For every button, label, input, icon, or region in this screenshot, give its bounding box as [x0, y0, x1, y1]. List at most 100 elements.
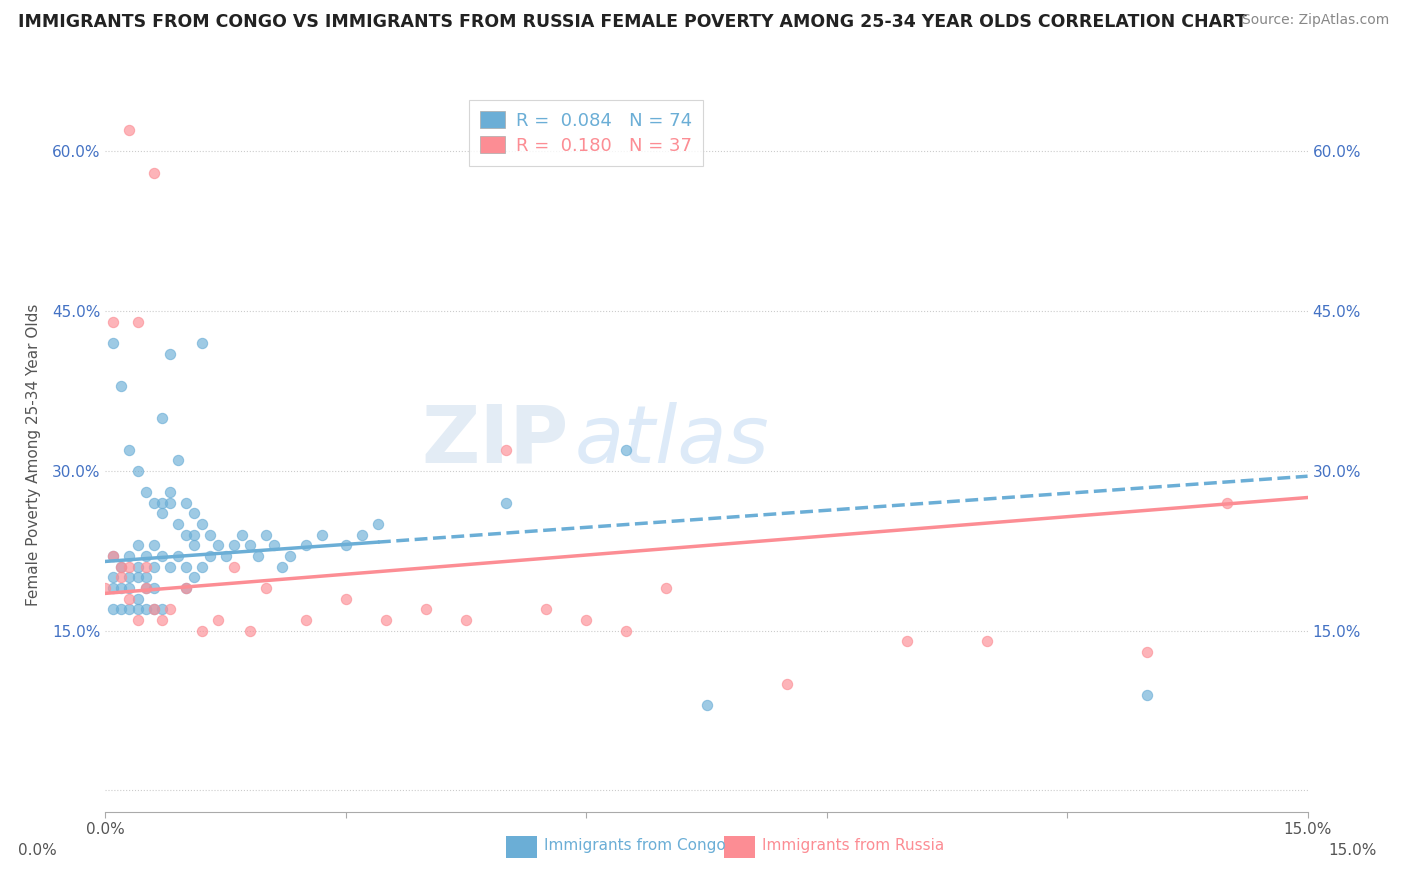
Point	[776, 677, 799, 691]
Point	[159, 347, 181, 361]
Point	[454, 613, 477, 627]
Point	[150, 410, 173, 425]
Point	[183, 570, 205, 584]
Point	[118, 549, 141, 563]
Point	[118, 559, 141, 574]
Point	[150, 496, 173, 510]
Point	[127, 613, 149, 627]
Point	[183, 507, 205, 521]
Point	[103, 315, 125, 329]
Point	[110, 559, 132, 574]
Point	[142, 166, 165, 180]
Point	[575, 613, 598, 627]
Point	[1136, 645, 1159, 659]
Point	[103, 602, 125, 616]
Point	[94, 581, 117, 595]
Point	[142, 538, 165, 552]
Point	[127, 464, 149, 478]
Point	[174, 559, 197, 574]
Point	[142, 581, 165, 595]
Point	[118, 442, 141, 457]
Point	[1216, 496, 1239, 510]
Point	[174, 528, 197, 542]
Point	[534, 602, 557, 616]
Point	[335, 591, 357, 606]
Point	[118, 570, 141, 584]
Text: Immigrants from Russia: Immigrants from Russia	[762, 838, 945, 853]
Point	[103, 549, 125, 563]
Point	[214, 549, 236, 563]
Point	[118, 123, 141, 137]
Text: IMMIGRANTS FROM CONGO VS IMMIGRANTS FROM RUSSIA FEMALE POVERTY AMONG 25-34 YEAR : IMMIGRANTS FROM CONGO VS IMMIGRANTS FROM…	[18, 13, 1247, 31]
Point	[263, 538, 285, 552]
Point	[110, 581, 132, 595]
Point	[183, 528, 205, 542]
Point	[159, 602, 181, 616]
Point	[103, 581, 125, 595]
Point	[103, 336, 125, 351]
Point	[190, 517, 212, 532]
Point	[222, 559, 245, 574]
Text: Immigrants from Congo: Immigrants from Congo	[544, 838, 725, 853]
Text: Source: ZipAtlas.com: Source: ZipAtlas.com	[1241, 13, 1389, 28]
Legend: R =  0.084   N = 74, R =  0.180   N = 37: R = 0.084 N = 74, R = 0.180 N = 37	[470, 100, 703, 166]
Point	[118, 591, 141, 606]
Text: 15.0%: 15.0%	[1329, 843, 1376, 858]
Point	[150, 613, 173, 627]
Point	[295, 538, 318, 552]
Point	[239, 624, 262, 638]
Point	[135, 602, 157, 616]
Point	[254, 528, 277, 542]
Point	[142, 602, 165, 616]
Point	[166, 517, 188, 532]
Point	[495, 496, 517, 510]
Point	[616, 624, 638, 638]
Point	[231, 528, 253, 542]
Point	[174, 496, 197, 510]
Point	[198, 549, 221, 563]
Point	[374, 613, 398, 627]
Point	[150, 507, 173, 521]
Point	[135, 570, 157, 584]
Point	[239, 538, 262, 552]
Point	[110, 559, 132, 574]
Point	[495, 442, 517, 457]
Point	[295, 613, 318, 627]
Point	[135, 559, 157, 574]
Point	[118, 602, 141, 616]
Point	[118, 581, 141, 595]
Point	[270, 559, 292, 574]
Point	[127, 315, 149, 329]
Point	[655, 581, 678, 595]
Point	[127, 602, 149, 616]
Point	[103, 570, 125, 584]
Point	[278, 549, 301, 563]
Point	[159, 485, 181, 500]
Y-axis label: Female Poverty Among 25-34 Year Olds: Female Poverty Among 25-34 Year Olds	[25, 304, 41, 606]
Point	[976, 634, 998, 648]
Point	[135, 485, 157, 500]
Point	[207, 538, 229, 552]
Point	[166, 453, 188, 467]
Text: atlas: atlas	[574, 401, 769, 480]
Point	[1136, 688, 1159, 702]
Point	[254, 581, 277, 595]
Point	[311, 528, 333, 542]
Point	[166, 549, 188, 563]
Point	[142, 496, 165, 510]
Point	[135, 549, 157, 563]
Point	[367, 517, 389, 532]
Point	[135, 581, 157, 595]
Point	[150, 602, 173, 616]
Text: ZIP: ZIP	[420, 401, 568, 480]
Point	[135, 581, 157, 595]
Point	[350, 528, 373, 542]
Point	[110, 378, 132, 392]
Point	[110, 602, 132, 616]
Point	[696, 698, 718, 713]
Point	[415, 602, 437, 616]
Point	[190, 559, 212, 574]
Point	[207, 613, 229, 627]
Point	[896, 634, 918, 648]
Point	[246, 549, 269, 563]
